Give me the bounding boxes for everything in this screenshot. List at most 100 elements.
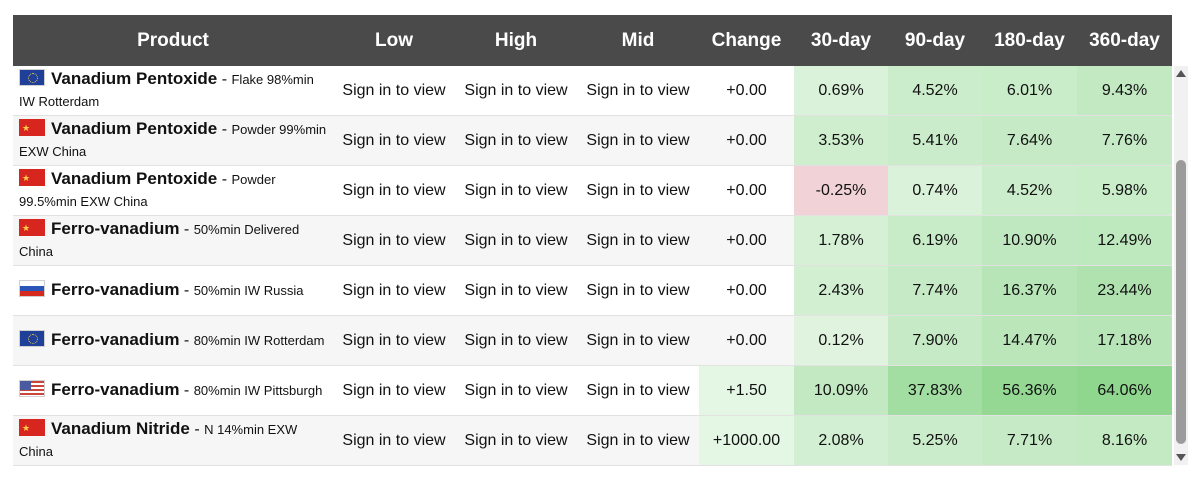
180-day-change-cell: 4.52% xyxy=(982,165,1077,216)
column-header-product[interactable]: Product xyxy=(13,15,333,66)
table-row[interactable]: Ferro-vanadium - 50%min Delivered ChinaS… xyxy=(13,215,1172,266)
mid-price-cell[interactable]: Sign in to view xyxy=(577,415,699,466)
180-day-change-cell: 6.01% xyxy=(982,66,1077,116)
product-name[interactable]: Vanadium Pentoxide xyxy=(51,119,218,138)
180-day-change-cell: 10.90% xyxy=(982,215,1077,266)
360-day-change-cell: 17.18% xyxy=(1077,315,1172,366)
table-row[interactable]: Ferro-vanadium - 80%min IW Rotterdam Sign… xyxy=(13,315,1172,366)
product-spec: 50%min IW Russia xyxy=(193,283,304,298)
180-day-change-cell: 16.37% xyxy=(982,265,1077,316)
mid-price-cell[interactable]: Sign in to view xyxy=(577,165,699,216)
360-day-change-cell: 9.43% xyxy=(1077,66,1172,116)
table-row[interactable]: Ferro-vanadium - 80%min IW Pittsburgh Sig… xyxy=(13,365,1172,416)
column-header-30-day[interactable]: 30-day xyxy=(794,15,888,66)
column-header-90-day[interactable]: 90-day xyxy=(888,15,982,66)
low-price-cell[interactable]: Sign in to view xyxy=(333,315,455,366)
table-row[interactable]: Vanadium Nitride - N 14%min EXW ChinaSig… xyxy=(13,415,1172,466)
column-header-mid[interactable]: Mid xyxy=(577,15,699,66)
90-day-change-cell: 5.41% xyxy=(888,115,982,166)
table-body: Vanadium Pentoxide - Flake 98%min IW Rot… xyxy=(13,66,1172,466)
column-header-change[interactable]: Change xyxy=(699,15,794,66)
product-name[interactable]: Ferro-vanadium xyxy=(51,280,180,299)
table-row[interactable]: Vanadium Pentoxide - Powder 99.5%min EXW… xyxy=(13,165,1172,216)
product-cell: Vanadium Nitride - N 14%min EXW China xyxy=(13,415,333,466)
high-price-cell[interactable]: Sign in to view xyxy=(455,215,577,266)
table-row[interactable]: Vanadium Pentoxide - Powder 99%min EXW C… xyxy=(13,115,1172,166)
product-spec: 50%min Delivered China xyxy=(19,222,300,259)
30-day-change-cell: -0.25% xyxy=(794,165,888,216)
90-day-change-cell: 0.74% xyxy=(888,165,982,216)
low-price-cell[interactable]: Sign in to view xyxy=(333,66,455,116)
low-price-cell[interactable]: Sign in to view xyxy=(333,415,455,466)
high-price-cell[interactable]: Sign in to view xyxy=(455,265,577,316)
mid-price-cell[interactable]: Sign in to view xyxy=(577,315,699,366)
90-day-change-cell: 4.52% xyxy=(888,66,982,116)
low-price-cell[interactable]: Sign in to view xyxy=(333,165,455,216)
table-row[interactable]: Vanadium Pentoxide - Flake 98%min IW Rot… xyxy=(13,66,1172,116)
product-name[interactable]: Vanadium Nitride xyxy=(51,419,190,438)
change-cell: +1.50 xyxy=(699,365,794,416)
30-day-change-cell: 0.69% xyxy=(794,66,888,116)
360-day-change-cell: 23.44% xyxy=(1077,265,1172,316)
360-day-change-cell: 8.16% xyxy=(1077,415,1172,466)
90-day-change-cell: 7.90% xyxy=(888,315,982,366)
product-name[interactable]: Vanadium Pentoxide xyxy=(51,169,218,188)
product-name[interactable]: Ferro-vanadium xyxy=(51,219,180,238)
high-price-cell[interactable]: Sign in to view xyxy=(455,66,577,116)
column-header-low[interactable]: Low xyxy=(333,15,455,66)
scroll-up-arrow-icon[interactable] xyxy=(1176,70,1186,77)
price-table: Product Low High Mid Change 30-day 90-day 180-d… xyxy=(13,15,1172,466)
low-price-cell[interactable]: Sign in to view xyxy=(333,215,455,266)
product-cell: Vanadium Pentoxide - Powder 99%min EXW C… xyxy=(13,115,333,166)
high-price-cell[interactable]: Sign in to view xyxy=(455,315,577,366)
30-day-change-cell: 1.78% xyxy=(794,215,888,266)
low-price-cell[interactable]: Sign in to view xyxy=(333,265,455,316)
mid-price-cell[interactable]: Sign in to view xyxy=(577,115,699,166)
product-cell: Vanadium Pentoxide - Flake 98%min IW Rot… xyxy=(13,66,333,116)
scrollbar-thumb[interactable] xyxy=(1176,160,1186,444)
eu-flag-icon xyxy=(19,330,45,347)
column-header-high[interactable]: High xyxy=(455,15,577,66)
table-header-row: Product Low High Mid Change 30-day 90-day 180-d… xyxy=(13,15,1172,66)
90-day-change-cell: 37.83% xyxy=(888,365,982,416)
high-price-cell[interactable]: Sign in to view xyxy=(455,365,577,416)
change-cell: +0.00 xyxy=(699,115,794,166)
high-price-cell[interactable]: Sign in to view xyxy=(455,115,577,166)
30-day-change-cell: 0.12% xyxy=(794,315,888,366)
column-header-360-day[interactable]: 360-day xyxy=(1077,15,1172,66)
product-spec: 80%min IW Rotterdam xyxy=(193,333,325,348)
product-cell: Vanadium Pentoxide - Powder 99.5%min EXW… xyxy=(13,165,333,216)
high-price-cell[interactable]: Sign in to view xyxy=(455,415,577,466)
mid-price-cell[interactable]: Sign in to view xyxy=(577,265,699,316)
mid-price-cell[interactable]: Sign in to view xyxy=(577,215,699,266)
table-row[interactable]: Ferro-vanadium - 50%min IW Russia Sign in… xyxy=(13,265,1172,316)
product-spec: N 14%min EXW China xyxy=(19,422,298,459)
eu-flag-icon xyxy=(19,69,45,86)
russia-flag-icon xyxy=(19,280,45,297)
product-spec: Powder 99.5%min EXW China xyxy=(19,172,276,209)
column-header-180-day[interactable]: 180-day xyxy=(982,15,1077,66)
360-day-change-cell: 5.98% xyxy=(1077,165,1172,216)
30-day-change-cell: 2.08% xyxy=(794,415,888,466)
low-price-cell[interactable]: Sign in to view xyxy=(333,365,455,416)
product-cell: Ferro-vanadium - 50%min Delivered China xyxy=(13,215,333,266)
scroll-down-arrow-icon[interactable] xyxy=(1176,454,1186,461)
30-day-change-cell: 10.09% xyxy=(794,365,888,416)
china-flag-icon xyxy=(19,217,45,239)
180-day-change-cell: 56.36% xyxy=(982,365,1077,416)
360-day-change-cell: 64.06% xyxy=(1077,365,1172,416)
30-day-change-cell: 3.53% xyxy=(794,115,888,166)
product-name[interactable]: Ferro-vanadium xyxy=(51,330,180,349)
change-cell: +0.00 xyxy=(699,215,794,266)
product-cell: Ferro-vanadium - 80%min IW Pittsburgh xyxy=(13,365,333,416)
mid-price-cell[interactable]: Sign in to view xyxy=(577,66,699,116)
low-price-cell[interactable]: Sign in to view xyxy=(333,115,455,166)
high-price-cell[interactable]: Sign in to view xyxy=(455,165,577,216)
usa-flag-icon xyxy=(19,380,45,397)
change-cell: +1000.00 xyxy=(699,415,794,466)
180-day-change-cell: 14.47% xyxy=(982,315,1077,366)
mid-price-cell[interactable]: Sign in to view xyxy=(577,365,699,416)
product-name[interactable]: Ferro-vanadium xyxy=(51,380,180,399)
product-name[interactable]: Vanadium Pentoxide xyxy=(51,69,218,88)
vertical-scrollbar[interactable] xyxy=(1174,66,1188,465)
